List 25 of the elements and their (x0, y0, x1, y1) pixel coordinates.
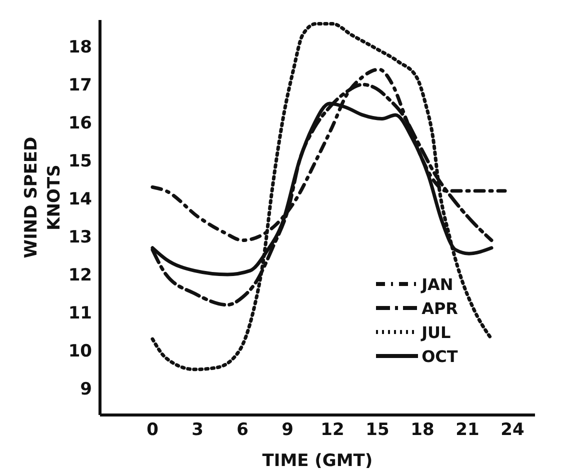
x-tick-label: 9 (282, 420, 294, 440)
y-axis-title: WIND SPEED KNOTS (22, 136, 65, 258)
y-tick-label: 14 (68, 190, 92, 210)
x-tick-label: 15 (366, 420, 390, 440)
y-tick-label: 10 (68, 341, 92, 362)
x-tick-label: 3 (192, 420, 204, 440)
x-tick-label: 21 (456, 420, 480, 440)
x-tick-label: 6 (236, 420, 248, 440)
y-tick-label: 13 (68, 228, 92, 248)
x-tick-label: 24 (500, 420, 524, 440)
y-tick-label: 16 (68, 114, 92, 134)
x-tick-label: 12 (320, 420, 344, 440)
x-axis-title: TIME (GMT) (262, 451, 373, 471)
x-tick-label: 0 (146, 420, 159, 440)
legend-label: JAN (422, 274, 454, 294)
y-tick-label: 18 (68, 38, 92, 58)
legend-label: APR (422, 298, 458, 318)
y-tick-label: 11 (68, 303, 92, 324)
y-tick-label: 15 (68, 152, 92, 172)
y-tick-label: 12 (68, 266, 92, 286)
y-tick-label: 17 (68, 76, 92, 96)
y-tick-label: 9 (80, 379, 92, 400)
legend-label: OCT (422, 346, 458, 366)
x-tick-label: 18 (410, 420, 434, 440)
legend-label: JUL (422, 322, 451, 342)
